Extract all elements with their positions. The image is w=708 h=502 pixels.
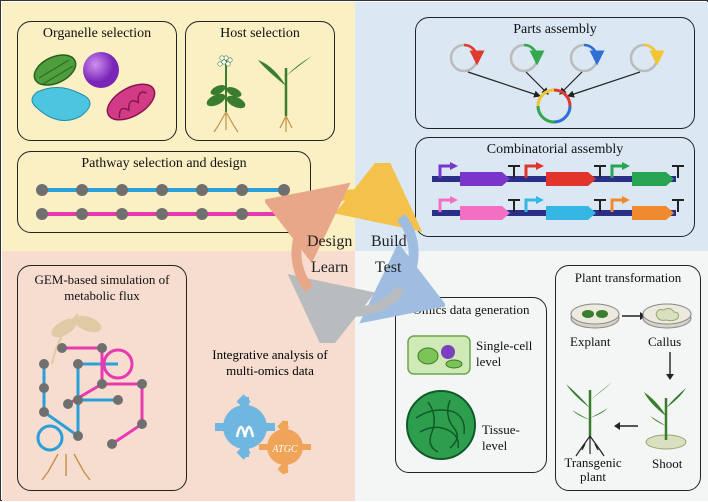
shoot-icon: [638, 382, 694, 452]
shoot-label: Shoot: [652, 456, 682, 472]
explant-label: Explant: [570, 334, 610, 350]
dbtl-diagram: Organelle selection: [0, 0, 708, 501]
explant-icon: [568, 296, 622, 332]
host-panel: Host selection: [185, 21, 335, 141]
cycle-design-label: Design: [307, 233, 352, 251]
arrow-down: [664, 352, 676, 380]
callus-icon: [640, 296, 694, 332]
transgenic-label: Transgenic plant: [560, 456, 626, 485]
gem-title: GEM-based simulation of metabolic flux: [18, 266, 186, 304]
gears-icon: ATGC: [211, 389, 321, 479]
integrative-title: Integrative analysis of multi-omics data: [199, 347, 341, 379]
parts-title: Parts assembly: [416, 18, 694, 40]
combi-title: Combinatorial assembly: [416, 138, 694, 160]
organelle-panel: Organelle selection: [17, 21, 177, 141]
plant-trans-panel: Plant transformation Explant Callus: [555, 265, 701, 491]
host-title: Host selection: [186, 22, 334, 44]
tissue-icon: [404, 388, 478, 462]
parts-diagram: [416, 40, 692, 126]
cycle-learn-label: Learn: [311, 259, 348, 277]
gem-panel: GEM-based simulation of metabolic flux: [17, 265, 187, 491]
cycle-test-label: Test: [375, 259, 401, 277]
combi-panel: Combinatorial assembly: [415, 137, 695, 237]
callus-label: Callus: [648, 334, 681, 350]
organelle-title: Organelle selection: [18, 22, 176, 44]
single-cell-label: Single-cell level: [476, 338, 542, 370]
transgenic-icon: [562, 378, 618, 458]
tissue-label: Tissue-level: [482, 422, 544, 454]
parts-panel: Parts assembly: [415, 17, 695, 129]
plant-trans-title: Plant transformation: [556, 266, 700, 288]
organelle-icons: [19, 44, 175, 136]
host-plants-icon: [186, 44, 332, 136]
svg-text:ATGC: ATGC: [271, 444, 298, 455]
dbtl-cycle-icon: [265, 163, 445, 343]
gem-network-icon: [18, 304, 184, 484]
combi-diagram: [416, 160, 692, 232]
cycle-build-label: Build: [371, 233, 407, 251]
